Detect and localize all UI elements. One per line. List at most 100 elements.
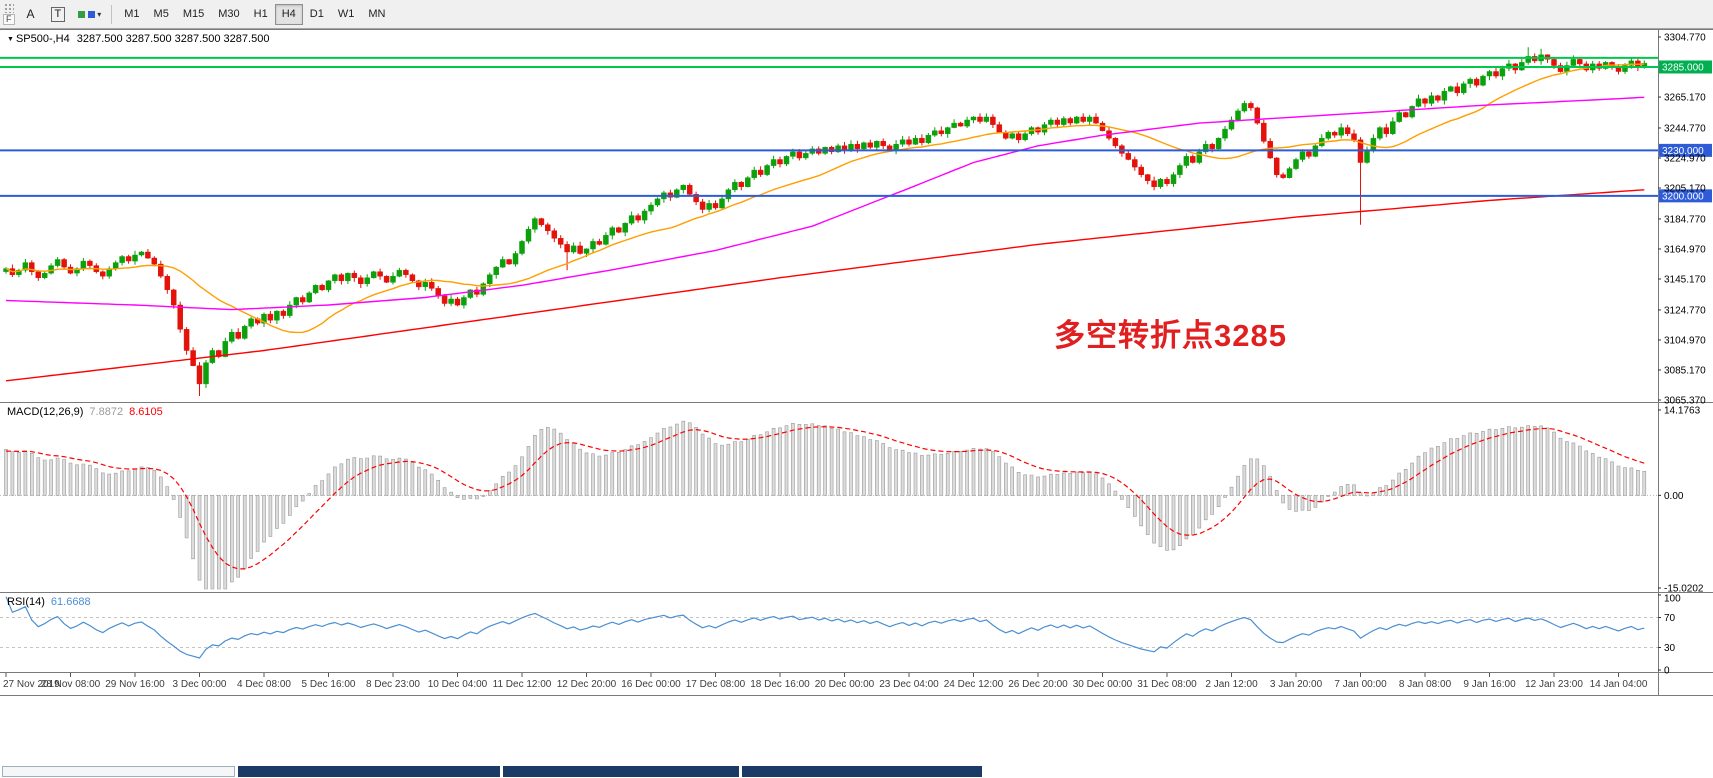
text-tool-icon: T (50, 6, 66, 22)
macd-tick-label: 14.1763 (1664, 406, 1701, 417)
price-level-label-bg (1659, 60, 1712, 74)
price-tick-label: 3265.170 (1664, 93, 1706, 104)
timeframe-mn-button[interactable]: MN (361, 4, 392, 25)
timeframe-h4-button[interactable]: H4 (274, 3, 303, 25)
chart-window-title: ▼ SP500-,H4 3287.500 3287.500 3287.500 328… (7, 33, 269, 45)
macd-main-value: 7.8872 (89, 406, 124, 418)
window-strip-segment (2, 766, 235, 777)
price-level-label-bg (1659, 143, 1712, 157)
time-tick-label: 28 Nov 08:00 (41, 679, 101, 690)
ma-mid-line (5, 96, 1645, 311)
rsi-value: 61.6688 (50, 596, 91, 608)
timeframe-m15-button[interactable]: M15 (176, 4, 211, 25)
time-tick-label: 29 Nov 16:00 (105, 679, 165, 690)
price-tick-label: 3065.370 (1664, 396, 1706, 407)
drawing-objects-dropdown[interactable]: ▾ (74, 2, 105, 26)
price-tick-label: 3145.170 (1664, 275, 1706, 286)
time-tick-label: 23 Dec 04:00 (879, 679, 939, 690)
chart-annotation-text: 多空转折点3285 (1054, 318, 1287, 353)
price-tick-label: 3184.770 (1664, 214, 1706, 225)
macd-histogram (4, 420, 1647, 590)
candle-bodies-down (9, 54, 1641, 385)
chart-ohlc-values: 3287.500 3287.500 3287.500 3287.500 (76, 33, 270, 45)
text-label-button[interactable]: A (20, 3, 42, 25)
time-tick-label: 12 Dec 20:00 (557, 679, 617, 690)
rsi-tick-label: 70 (1664, 613, 1676, 624)
timeframe-h1-button[interactable]: H1 (247, 4, 275, 25)
rsi-pane-label: RSI(14) 61.6688 (7, 596, 91, 608)
time-tick-label: 31 Dec 08:00 (1137, 679, 1197, 690)
window-strip-segment (503, 766, 739, 777)
toolbar-f-badge: F (3, 14, 15, 25)
timeframe-w1-button[interactable]: W1 (331, 4, 362, 25)
toolbar-grip[interactable]: F (3, 3, 15, 25)
time-tick-label: 8 Dec 23:00 (366, 679, 420, 690)
object-square-blue-icon (88, 10, 96, 18)
grip-dots-icon (3, 3, 14, 13)
timeframe-m5-button[interactable]: M5 (147, 4, 176, 25)
partial-window-strip (0, 766, 1713, 778)
window-strip-segment (238, 766, 500, 777)
time-tick-label: 3 Dec 00:00 (173, 679, 227, 690)
collapse-arrow-icon[interactable]: ▼ (7, 36, 14, 43)
time-tick-label: 2 Jan 12:00 (1205, 679, 1258, 690)
time-tick-label: 27 Nov 2019 (3, 679, 60, 690)
time-tick-label: 12 Jan 23:00 (1525, 679, 1583, 690)
chart-canvas[interactable]: 3285.000 3230.000 3200.000 3304.770 3265.170… (0, 0, 1713, 697)
time-tick-label: 10 Dec 04:00 (428, 679, 488, 690)
timeframe-m1-button[interactable]: M1 (117, 4, 146, 25)
object-square-green-icon (78, 10, 86, 18)
candle-bodies-up (3, 54, 1648, 385)
ma-slow-line (5, 189, 1645, 382)
rsi-tick-label: 100 (1664, 594, 1681, 605)
ma-fast-line (5, 63, 1645, 334)
toolbar: F A T ▾ M1 M5 M15 M30 H1 H4 D1 W1 MN (0, 0, 1713, 29)
candle-wicks-down (11, 53, 1639, 396)
timeframe-d1-button[interactable]: D1 (303, 4, 331, 25)
time-tick-label: 24 Dec 12:00 (944, 679, 1004, 690)
candle-wicks-up (5, 47, 1645, 388)
time-tick-label: 4 Dec 08:00 (237, 679, 291, 690)
price-tick-label: 3085.170 (1664, 365, 1706, 376)
price-tick-label: 3244.770 (1664, 123, 1706, 134)
price-level-label: 3230.000 (1662, 146, 1704, 157)
macd-tick-label: 0.00 (1664, 491, 1684, 502)
chevron-down-icon: ▾ (97, 9, 102, 19)
chart-symbol-title: SP500-,H4 (15, 33, 70, 45)
macd-signal-value: 8.6105 (129, 406, 163, 418)
time-tick-label: 18 Dec 16:00 (750, 679, 810, 690)
window-strip-segment (742, 766, 982, 777)
price-tick-label: 3304.770 (1664, 33, 1706, 44)
text-tool-button[interactable]: T (44, 3, 73, 25)
toolbar-separator (111, 4, 113, 24)
price-level-label: 3200.000 (1662, 191, 1704, 202)
rsi-indicator-label: RSI(14) (7, 596, 45, 608)
rsi-tick-label: 30 (1664, 643, 1676, 654)
price-tick-label: 3164.970 (1664, 244, 1706, 255)
time-tick-label: 7 Jan 00:00 (1334, 679, 1387, 690)
time-tick-label: 30 Dec 00:00 (1073, 679, 1133, 690)
time-tick-label: 14 Jan 04:00 (1590, 679, 1648, 690)
time-tick-label: 11 Dec 12:00 (493, 679, 552, 690)
time-tick-label: 16 Dec 00:00 (621, 679, 681, 690)
macd-indicator-label: MACD(12,26,9) (7, 406, 84, 418)
time-tick-label: 8 Jan 08:00 (1399, 679, 1452, 690)
price-level-label-bg (1659, 189, 1712, 203)
price-tick-label: 3205.170 (1664, 184, 1706, 195)
time-tick-label: 3 Jan 20:00 (1270, 679, 1323, 690)
macd-pane-label: MACD(12,26,9) 7.8872 8.6105 (7, 406, 163, 418)
time-tick-label: 9 Jan 16:00 (1463, 679, 1516, 690)
rsi-line (5, 596, 1645, 659)
time-tick-label: 17 Dec 08:00 (686, 679, 746, 690)
price-tick-label: 3224.970 (1664, 154, 1706, 165)
time-tick-label: 5 Dec 16:00 (302, 679, 356, 690)
price-level-label: 3285.000 (1662, 62, 1704, 73)
rsi-tick-label: 0 (1664, 666, 1670, 677)
macd-tick-label: -15.0202 (1664, 584, 1704, 595)
macd-signal-line (5, 426, 1645, 570)
price-tick-label: 3124.770 (1664, 305, 1706, 316)
price-tick-label: 3104.970 (1664, 335, 1706, 346)
timeframe-m30-button[interactable]: M30 (211, 4, 246, 25)
time-tick-label: 20 Dec 00:00 (815, 679, 875, 690)
time-tick-label: 26 Dec 20:00 (1008, 679, 1068, 690)
